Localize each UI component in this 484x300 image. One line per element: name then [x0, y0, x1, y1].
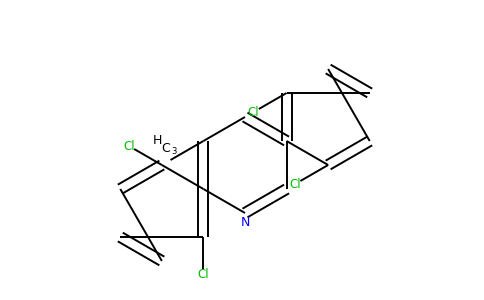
Text: N: N — [241, 217, 250, 230]
Text: Cl: Cl — [197, 268, 209, 281]
Text: Cl: Cl — [123, 140, 135, 152]
Text: H: H — [153, 134, 162, 146]
Text: Cl: Cl — [289, 178, 301, 190]
Text: 3: 3 — [171, 146, 176, 155]
Text: C: C — [161, 142, 170, 154]
Text: Cl: Cl — [248, 106, 259, 118]
